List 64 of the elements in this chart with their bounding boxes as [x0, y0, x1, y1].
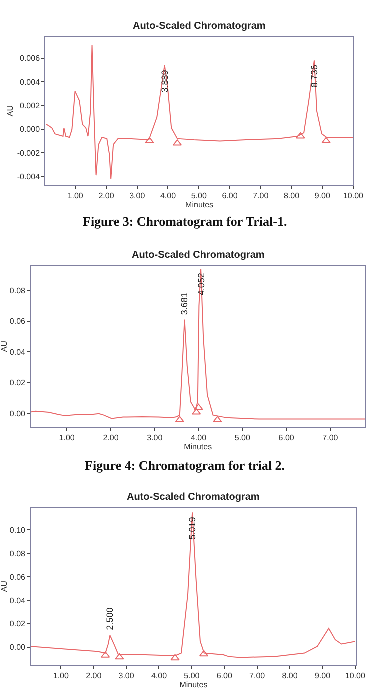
x-axis-title: Minutes — [180, 680, 208, 690]
x-tick-label: 5.00 — [234, 434, 251, 443]
x-tick-label: 10.00 — [343, 192, 364, 201]
x-tick-label: 1.00 — [53, 672, 70, 681]
x-tick-label: 2.00 — [86, 672, 102, 681]
x-tick-label: 9.00 — [314, 672, 332, 681]
y-axis-title: AU — [0, 340, 9, 352]
y-tick-label: 0.004 — [20, 78, 41, 87]
line-series — [46, 44, 354, 180]
annotation: 5.019 — [187, 517, 198, 540]
x-tick-label: 6.00 — [216, 672, 233, 681]
y-tick-label: 0.02 — [10, 378, 26, 388]
annotation: 3.681 — [179, 292, 190, 316]
y-tick-label: 0.04 — [10, 348, 26, 357]
point — [194, 404, 204, 410]
x-tick-label: 3.00 — [130, 192, 146, 201]
y-tick-label: 0.00 — [10, 643, 26, 652]
y-axis-title: AU — [0, 580, 9, 592]
y-tick-label: 0.002 — [20, 101, 41, 110]
caption: Figure 3: Chromatogram for Trial-1. — [83, 214, 288, 229]
y-tick-label: 0.06 — [10, 317, 26, 326]
x-tick-label: 9.00 — [314, 192, 331, 201]
x-tick-label: 4.00 — [160, 192, 177, 201]
x-tick-label: 4.00 — [151, 672, 168, 681]
caption: Figure 4: Chromatogram for trial 2. — [85, 458, 286, 473]
x-tick-label: 8.00 — [282, 672, 298, 681]
x-tick-label: 2.00 — [103, 434, 120, 443]
x-tick-label: 5.00 — [184, 672, 200, 681]
y-tick-label: 0.10 — [10, 526, 26, 536]
y-tick-label: 0.006 — [20, 54, 41, 64]
x-tick-label: 6.00 — [222, 192, 238, 201]
x-tick-label: 1.00 — [68, 192, 84, 201]
y-tick-label: 0.08 — [10, 286, 26, 296]
annotation: 2.500 — [105, 608, 116, 630]
x-tick-label: 3.00 — [147, 434, 164, 443]
x-tick-label: 7.00 — [250, 672, 266, 681]
x-tick-label: 7.00 — [253, 192, 270, 201]
y-tick-label: 0.08 — [10, 549, 26, 558]
x-tick-label: 2.00 — [98, 192, 115, 201]
y-tick-label: 0.04 — [10, 596, 26, 606]
chart-title: Auto-Scaled Chromatogram — [133, 21, 266, 32]
chart-title: Auto-Scaled Chromatogram — [132, 250, 265, 261]
y-axis-title: AU — [6, 105, 16, 117]
x-tick-label: 7.00 — [322, 434, 339, 443]
y-tick-label: 0.06 — [10, 572, 26, 582]
y-tick-label: 0.00 — [10, 409, 26, 418]
x-tick-label: 1.00 — [59, 434, 76, 443]
chart-title: Auto-Scaled Chromatogram — [127, 492, 260, 503]
annotation: 3.889 — [160, 70, 170, 93]
annotation: 8.736 — [309, 65, 320, 88]
annotation: 4.052 — [196, 273, 206, 296]
x-tick-label: 3.00 — [118, 672, 135, 681]
x-axis-title: Minutes — [184, 442, 212, 452]
x-tick-label: 8.00 — [284, 192, 300, 201]
y-tick-label: 0.02 — [10, 620, 26, 629]
x-axis-title: Minutes — [186, 200, 214, 210]
x-tick-label: 10.00 — [345, 672, 366, 681]
y-tick-label: 0.000 — [20, 125, 41, 134]
point — [296, 132, 306, 139]
x-tick-label: 4.00 — [190, 434, 208, 443]
y-tick-label: -0.002 — [17, 148, 41, 158]
x-tick-label: 6.00 — [278, 434, 295, 443]
y-tick-label: -0.004 — [17, 172, 41, 182]
x-tick-label: 5.00 — [191, 192, 208, 201]
